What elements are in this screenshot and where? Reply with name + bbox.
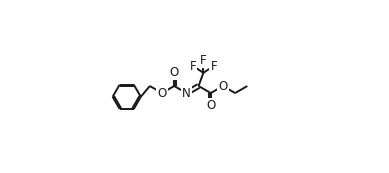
Text: F: F [210, 60, 217, 73]
Text: O: O [158, 86, 166, 99]
Text: O: O [170, 66, 179, 79]
Text: F: F [200, 54, 207, 67]
Text: N: N [182, 86, 191, 99]
Text: O: O [206, 99, 216, 112]
Text: F: F [190, 60, 196, 73]
Text: O: O [218, 80, 228, 93]
